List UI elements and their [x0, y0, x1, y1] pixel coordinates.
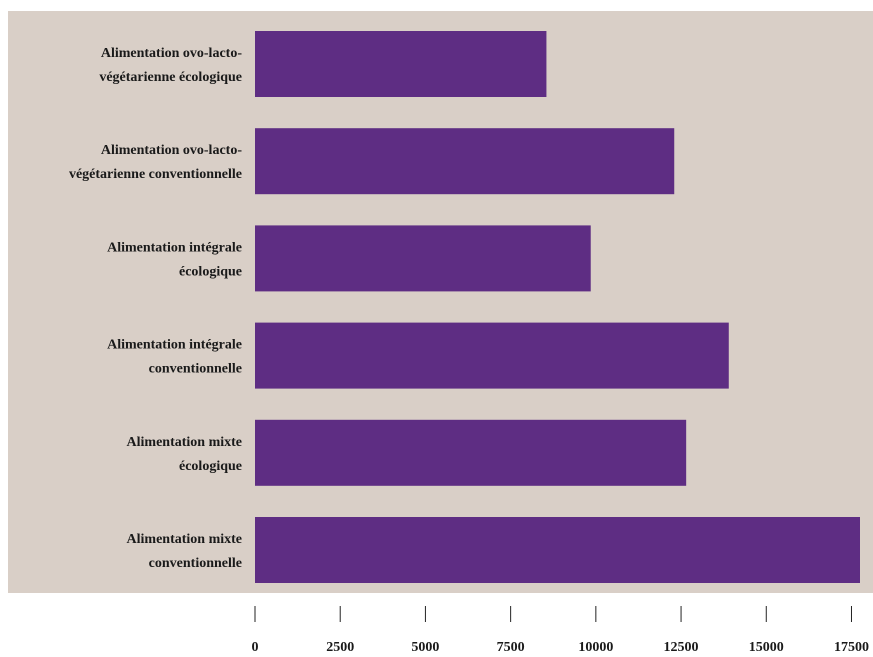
bar-4	[255, 419, 687, 486]
category-label-1-line-0: Alimentation ovo-lacto-	[101, 143, 242, 158]
bar-3	[255, 322, 729, 389]
category-label-2-line-1: écologique	[179, 264, 242, 279]
category-label-5-line-0: Alimentation mixte	[127, 532, 242, 547]
bar-1	[255, 128, 675, 195]
category-label-0-line-1: végétarienne écologique	[99, 70, 242, 85]
bars-group	[255, 31, 860, 583]
x-tick-label-1: 2500	[326, 640, 354, 655]
category-label-4-line-0: Alimentation mixte	[127, 435, 242, 450]
x-tick-label-4: 10000	[578, 640, 613, 655]
category-label-0-line-0: Alimentation ovo-lacto-	[101, 46, 242, 61]
bar-0	[255, 31, 547, 97]
category-label-4: Alimentation mixte écologique	[127, 435, 242, 474]
category-label-3-line-0: Alimentation intégrale	[107, 338, 242, 353]
x-tick-label-0: 0	[252, 640, 259, 655]
bar-5	[255, 517, 860, 583]
x-axis: 0 2500 5000 7500 10000 12500 15000 17500	[252, 606, 869, 655]
category-label-4-line-1: écologique	[179, 459, 242, 474]
category-label-2: Alimentation intégrale écologique	[107, 240, 242, 279]
category-label-2-line-0: Alimentation intégrale	[107, 240, 242, 255]
x-tick-label-6: 15000	[749, 640, 784, 655]
x-tick-label-7: 17500	[834, 640, 869, 655]
category-label-3-line-1: conventionnelle	[149, 362, 242, 377]
category-label-5: Alimentation mixte conventionnelle	[127, 532, 242, 571]
category-label-3: Alimentation intégrale conventionnelle	[107, 338, 242, 377]
category-label-0: Alimentation ovo-lacto-végétarienne écol…	[99, 46, 242, 85]
category-label-1-line-1: végétarienne conventionnelle	[69, 167, 242, 182]
x-tick-label-5: 12500	[664, 640, 699, 655]
x-tick-label-2: 5000	[411, 640, 439, 655]
x-tick-label-3: 7500	[497, 640, 525, 655]
category-label-5-line-1: conventionnelle	[149, 556, 242, 571]
bar-2	[255, 225, 591, 292]
category-labels-group: Alimentation ovo-lacto-végétarienne écol…	[69, 46, 242, 571]
category-label-1: Alimentation ovo-lacto-végétarienne conv…	[69, 143, 242, 182]
plot-background	[8, 11, 873, 593]
